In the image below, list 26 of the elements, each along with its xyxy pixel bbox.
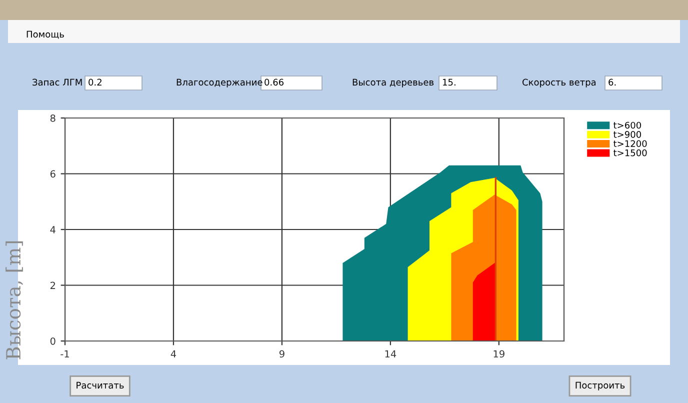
legend-label: t>1500 bbox=[614, 149, 647, 156]
x-tick-label: -1 bbox=[60, 350, 69, 358]
text: Скорость ветра bbox=[522, 78, 596, 88]
text: Запас ЛГМ bbox=[32, 78, 82, 86]
legend-label: t>900 bbox=[614, 131, 642, 138]
text: 0.2 bbox=[88, 78, 102, 86]
y-tick-label: 0 bbox=[50, 337, 56, 345]
text: Построить bbox=[576, 382, 625, 390]
y-tick-label: 6 bbox=[50, 170, 56, 178]
legend-label: t>600 bbox=[614, 122, 642, 129]
text: Высота деревьев bbox=[352, 78, 434, 88]
y-tick-label: 4 bbox=[50, 226, 56, 234]
text: 15. bbox=[442, 78, 456, 86]
y-axis-title: Высота, [m] bbox=[6, 241, 24, 360]
x-tick-label: 4 bbox=[170, 350, 176, 358]
text: Помощь bbox=[26, 30, 64, 39]
x-tick-label: 14 bbox=[385, 350, 396, 358]
text: 6. bbox=[608, 78, 616, 86]
text: 0.66 bbox=[264, 78, 284, 86]
text: Влагосодержание bbox=[176, 78, 262, 88]
legend-label: t>1200 bbox=[614, 140, 647, 148]
x-tick-label: 9 bbox=[279, 350, 284, 358]
y-tick-label: 8 bbox=[50, 114, 56, 122]
text: Расчитать bbox=[76, 382, 124, 389]
x-tick-label: 19 bbox=[494, 350, 504, 358]
y-tick-label: 2 bbox=[50, 282, 55, 289]
